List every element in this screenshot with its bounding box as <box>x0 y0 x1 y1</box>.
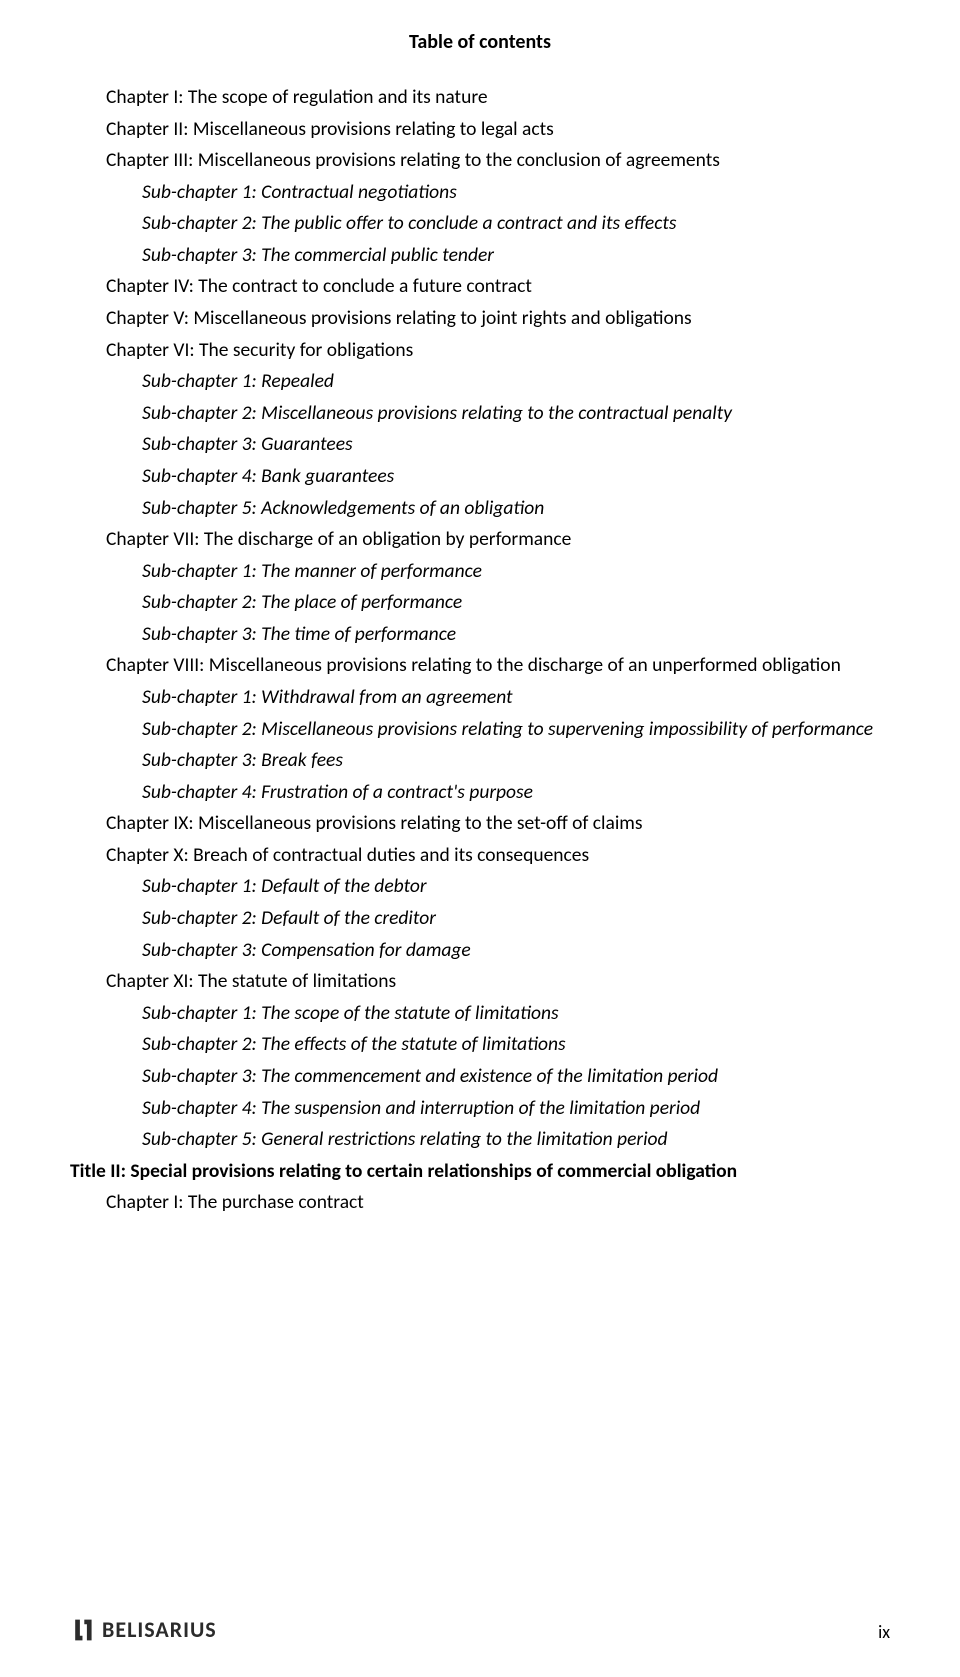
toc-entry: Sub-chapter 2: Miscellaneous provisions … <box>142 714 890 746</box>
toc-entry: Sub-chapter 1: The scope of the statute … <box>142 998 890 1030</box>
table-of-contents: Chapter I: The scope of regulation and i… <box>70 82 890 1219</box>
page-number: ix <box>878 1621 890 1643</box>
toc-entry: Sub-chapter 5: Acknowledgements of an ob… <box>142 493 890 525</box>
toc-entry: Sub-chapter 2: The public offer to concl… <box>142 208 890 240</box>
toc-entry: Sub-chapter 2: Default of the creditor <box>142 903 890 935</box>
toc-entry: Sub-chapter 1: The manner of performance <box>142 556 890 588</box>
toc-entry: Sub-chapter 3: Guarantees <box>142 429 890 461</box>
toc-entry: Chapter VIII: Miscellaneous provisions r… <box>106 650 890 682</box>
page-footer: BELISARIUS ix <box>70 1616 890 1643</box>
toc-entry: Sub-chapter 3: The commercial public ten… <box>142 240 890 272</box>
toc-entry: Title II: Special provisions relating to… <box>70 1156 890 1188</box>
page-title: Table of contents <box>70 30 890 54</box>
toc-entry: Sub-chapter 1: Withdrawal from an agreem… <box>142 682 890 714</box>
toc-entry: Sub-chapter 2: The place of performance <box>142 587 890 619</box>
toc-entry: Sub-chapter 5: General restrictions rela… <box>142 1124 890 1156</box>
toc-entry: Chapter III: Miscellaneous provisions re… <box>106 145 890 177</box>
toc-entry: Sub-chapter 3: Break fees <box>142 745 890 777</box>
toc-entry: Chapter II: Miscellaneous provisions rel… <box>106 114 890 146</box>
toc-entry: Chapter I: The purchase contract <box>106 1187 890 1219</box>
toc-entry: Sub-chapter 3: The time of performance <box>142 619 890 651</box>
toc-entry: Sub-chapter 1: Default of the debtor <box>142 871 890 903</box>
publisher-logo: BELISARIUS <box>70 1616 217 1643</box>
logo-mark-icon <box>70 1617 96 1643</box>
toc-entry: Chapter X: Breach of contractual duties … <box>106 840 890 872</box>
logo-text: BELISARIUS <box>102 1616 217 1643</box>
toc-entry: Sub-chapter 4: Bank guarantees <box>142 461 890 493</box>
toc-entry: Sub-chapter 4: Frustration of a contract… <box>142 777 890 809</box>
toc-entry: Sub-chapter 2: The effects of the statut… <box>142 1029 890 1061</box>
toc-entry: Chapter IX: Miscellaneous provisions rel… <box>106 808 890 840</box>
toc-entry: Sub-chapter 1: Repealed <box>142 366 890 398</box>
toc-entry: Sub-chapter 3: The commencement and exis… <box>142 1061 890 1093</box>
toc-entry: Sub-chapter 4: The suspension and interr… <box>142 1093 890 1125</box>
toc-entry: Chapter V: Miscellaneous provisions rela… <box>106 303 890 335</box>
toc-entry: Chapter XI: The statute of limitations <box>106 966 890 998</box>
toc-entry: Sub-chapter 1: Contractual negotiations <box>142 177 890 209</box>
toc-entry: Chapter I: The scope of regulation and i… <box>106 82 890 114</box>
toc-entry: Chapter VI: The security for obligations <box>106 335 890 367</box>
toc-entry: Sub-chapter 2: Miscellaneous provisions … <box>142 398 890 430</box>
toc-entry: Sub-chapter 3: Compensation for damage <box>142 935 890 967</box>
toc-entry: Chapter IV: The contract to conclude a f… <box>106 271 890 303</box>
toc-entry: Chapter VII: The discharge of an obligat… <box>106 524 890 556</box>
